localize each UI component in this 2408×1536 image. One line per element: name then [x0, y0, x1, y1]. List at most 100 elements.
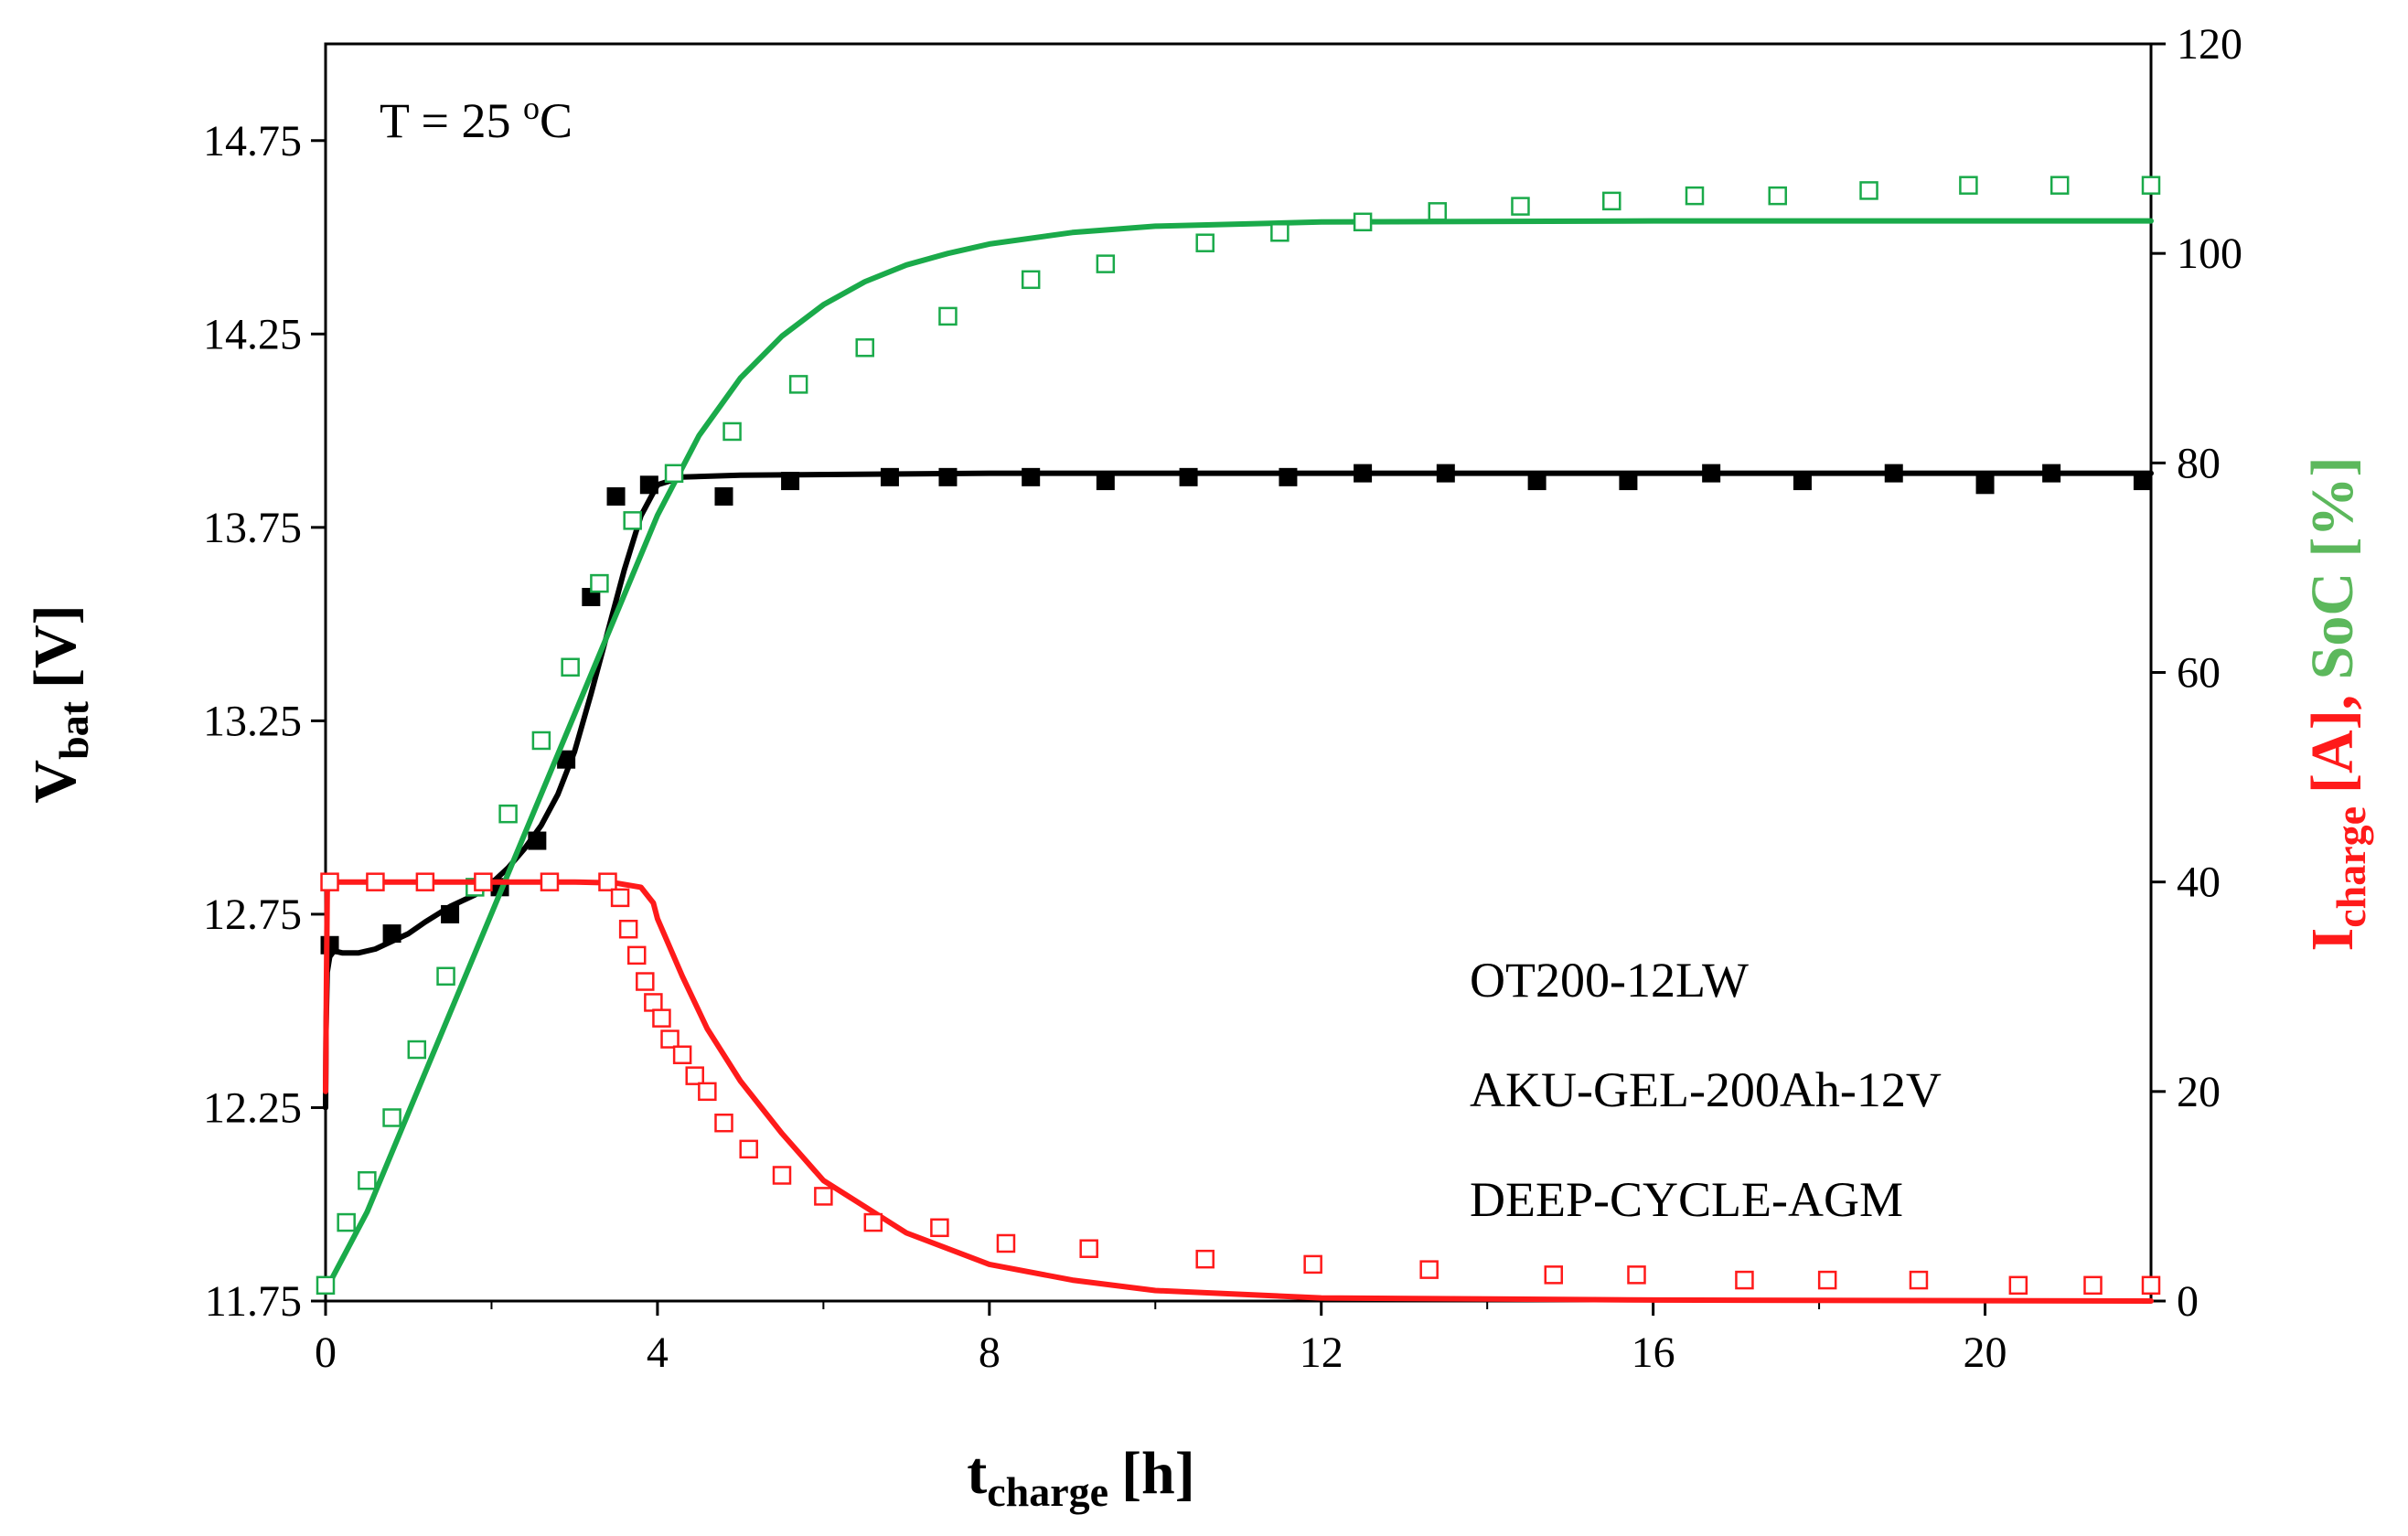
vbat-measured-point: [1354, 464, 1373, 483]
vbat-measured-point: [1179, 467, 1198, 486]
icharge-measured-point: [930, 1218, 949, 1238]
axes-layer: 0 4 8 12 16 20 11.75 12.25 12.75 13.25 13.75 14.25 1…: [203, 20, 2242, 1377]
y-left-tick-label: 13.25: [203, 697, 302, 745]
soc-measured-point: [664, 464, 684, 484]
vbat-measured-point: [714, 487, 733, 506]
icharge-measured-point: [863, 1212, 883, 1232]
icharge-measured-point: [644, 993, 663, 1012]
soc-measured-point: [855, 338, 874, 357]
icharge-measured-point: [660, 1029, 680, 1049]
y-right-tick-label: 120: [2177, 20, 2242, 69]
icharge-measured-point: [996, 1233, 1016, 1253]
y-right-tick-label: 100: [2177, 229, 2242, 278]
soc-measured-point: [1021, 270, 1041, 290]
icharge-measured-point: [626, 945, 647, 965]
text-layer: T = 25 oC OT200-12LW AKU-GEL-200Ah-12V D…: [22, 90, 2374, 1515]
x-tick-label: 0: [315, 1328, 337, 1377]
soc-measured-point: [788, 375, 808, 394]
icharge-measured-point: [1817, 1270, 1837, 1290]
soc-measured-point: [623, 511, 642, 530]
y-left-tick-label: 12.75: [203, 891, 302, 939]
vbat-measured-point: [320, 935, 339, 955]
y-right-tick-label: 20: [2177, 1068, 2221, 1116]
soc-measured-point: [938, 306, 958, 326]
vbat-measured-point: [1436, 464, 1455, 483]
y-right-tick-label: 60: [2177, 649, 2221, 698]
icharge-measured-point: [814, 1187, 833, 1206]
vbat-measured-point: [382, 924, 401, 944]
icharge-measured-point: [2008, 1275, 2028, 1296]
vbat-measured-point: [1022, 467, 1041, 486]
vbat-measured-point: [639, 475, 658, 495]
icharge-measured-point: [739, 1139, 758, 1159]
soc-measured-point: [382, 1108, 401, 1127]
x-tick-label: 20: [1964, 1328, 2007, 1377]
icharge-measured-point: [2083, 1275, 2103, 1296]
soc-measured-point: [2049, 176, 2070, 195]
vbat-measured-point: [1793, 472, 1812, 491]
annotation-line-1: OT200-12LW: [1470, 953, 1749, 1008]
vbat-measured-point: [1619, 472, 1638, 491]
y-left-tick-label: 13.75: [203, 504, 302, 552]
icharge-measured-point: [1627, 1265, 1646, 1285]
soc-measured-point: [1768, 186, 1787, 206]
vbat-measured-point: [1884, 464, 1903, 483]
vbat-measured-point: [781, 472, 800, 491]
icharge-model-line: [323, 879, 2154, 1304]
icharge-measured-point: [1195, 1249, 1215, 1269]
icharge-measured-point: [1735, 1270, 1754, 1290]
y-left-tick-label: 14.25: [203, 310, 302, 358]
soc-model-line: [323, 218, 2154, 1294]
soc-measured-point: [1602, 191, 1621, 211]
icharge-measured-point: [652, 1008, 671, 1028]
soc-measured-point: [436, 966, 455, 987]
y-right-tick-label: 40: [2177, 859, 2221, 907]
soc-measured-point: [1959, 176, 1978, 195]
soc-measured-point: [1195, 233, 1215, 252]
soc-measured-point: [1353, 212, 1373, 232]
vbat-measured-point: [1279, 467, 1298, 486]
vbat-measured-point: [2042, 464, 2061, 483]
icharge-measured-point: [672, 1045, 692, 1064]
y-right-tick-label: 0: [2177, 1277, 2199, 1326]
soc-measured-point: [1859, 181, 1878, 200]
x-tick-label: 4: [647, 1328, 669, 1377]
vbat-measured-point: [1975, 475, 1995, 495]
soc-measured-point: [531, 731, 551, 751]
vbat-measured-point: [2133, 472, 2152, 491]
y-left-axis-title: Vbat[V]: [22, 604, 97, 803]
annotation-line-3: DEEP-CYCLE-AGM: [1470, 1172, 1903, 1227]
icharge-measured-point: [610, 888, 630, 908]
vbat-measured-point: [557, 750, 576, 769]
icharge-measured-point: [1303, 1254, 1322, 1275]
icharge-measured-point: [474, 872, 493, 891]
vbat-measured-point: [1702, 464, 1721, 483]
icharge-measured-point: [772, 1166, 792, 1185]
soc-measured-point: [358, 1170, 377, 1190]
soc-measured-point: [561, 657, 580, 677]
icharge-measured-point: [714, 1113, 733, 1133]
icharge-measured-point: [1909, 1270, 1929, 1290]
vbat-measured-point: [1096, 472, 1115, 491]
icharge-measured-point: [320, 872, 339, 891]
x-tick-label: 12: [1300, 1328, 1343, 1377]
series-layer: [316, 176, 2161, 1304]
icharge-measured-point: [1419, 1260, 1439, 1279]
y-right-tick-label: 80: [2177, 439, 2221, 487]
soc-measured-point: [498, 804, 518, 824]
icharge-measured-point: [598, 872, 617, 891]
icharge-measured-point: [540, 872, 560, 891]
x-tick-label: 16: [1632, 1328, 1675, 1377]
icharge-measured-point: [1544, 1265, 1564, 1285]
y-left-tick-label: 11.75: [205, 1277, 302, 1326]
vbat-model-line: [323, 470, 2154, 1111]
vbat-measured-point: [1527, 472, 1546, 491]
x-tick-label: 8: [979, 1328, 1001, 1377]
temperature-annotation: T = 25 oC: [380, 90, 573, 148]
icharge-measured-point: [685, 1066, 704, 1085]
y-right-axis-title: Icharge[A], SoC [%]: [2299, 457, 2374, 952]
soc-measured-point: [1428, 202, 1447, 221]
soc-measured-point: [407, 1040, 427, 1060]
vbat-measured-point: [441, 904, 460, 923]
